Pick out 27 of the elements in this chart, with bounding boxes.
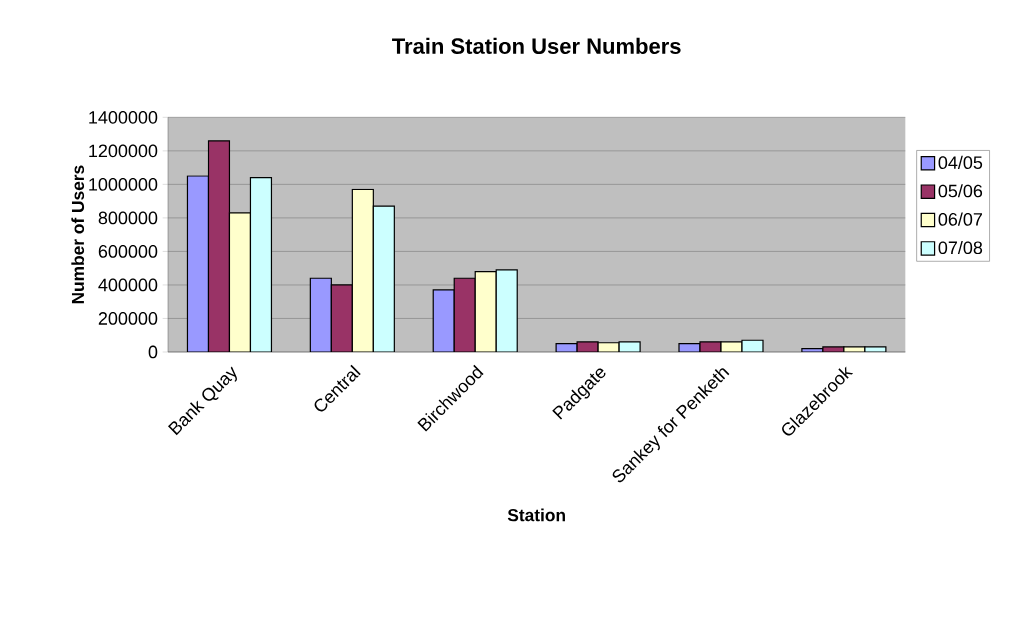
bar <box>474 270 497 352</box>
bar <box>228 212 252 352</box>
bar <box>432 289 455 352</box>
bar <box>309 277 332 352</box>
y-tick-label: 800000 <box>98 211 158 225</box>
y-tick-label: 1400000 <box>89 110 158 124</box>
y-tick-label: 600000 <box>98 245 158 258</box>
bar <box>495 269 518 352</box>
bar <box>372 205 395 352</box>
y-tick-label: 400000 <box>98 278 158 292</box>
x-axis-title: Station <box>507 508 565 522</box>
legend-label: 07/08 <box>938 240 983 255</box>
y-tick-label: 0 <box>148 345 158 359</box>
y-tick-label: 1000000 <box>89 178 158 191</box>
legend-label: 05/06 <box>938 184 983 198</box>
y-tick-label: 1200000 <box>89 144 158 158</box>
bar <box>351 188 374 352</box>
bar <box>249 177 273 352</box>
legend-label: 04/05 <box>938 155 983 169</box>
bar <box>330 284 353 352</box>
legend-label: 06/07 <box>938 212 982 226</box>
chart-title: Train Station User Numbers <box>392 37 681 54</box>
y-tick-label: 200000 <box>98 312 158 325</box>
bar <box>186 175 210 352</box>
bar <box>207 140 231 352</box>
y-axis-title: Number of Users <box>71 165 85 304</box>
bar <box>453 277 476 352</box>
